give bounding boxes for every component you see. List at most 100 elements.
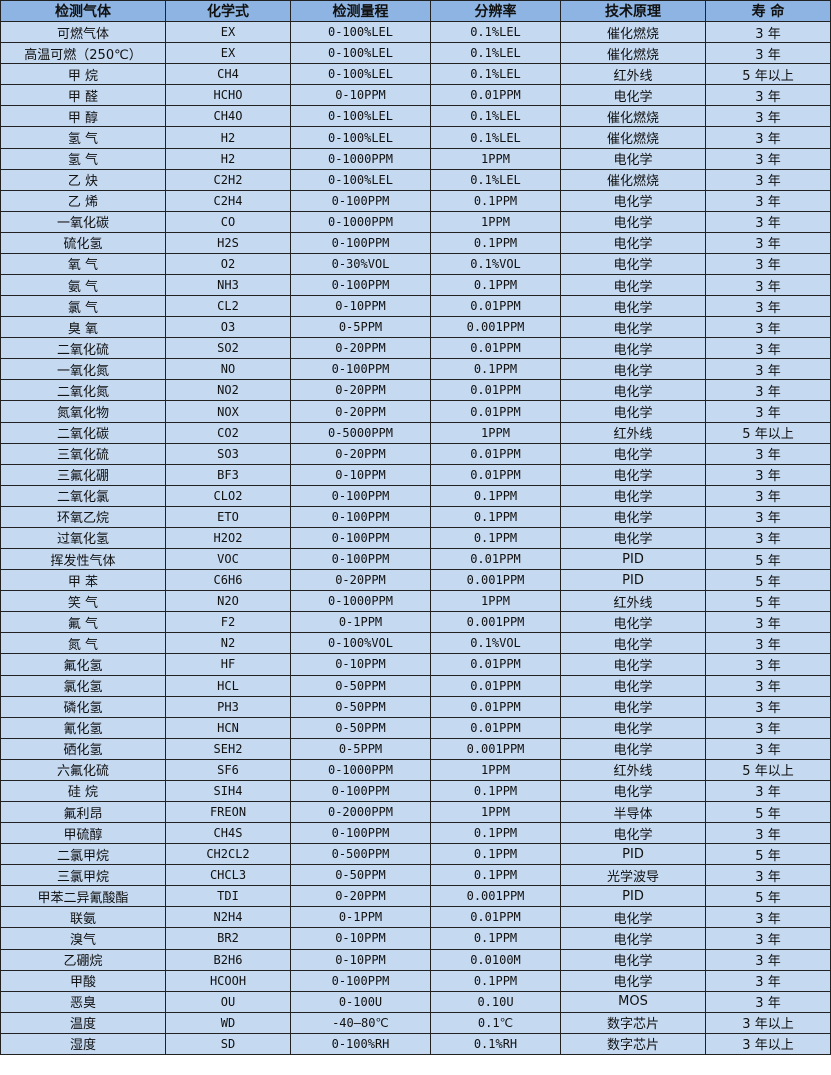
cell-lifespan: 3 年 xyxy=(705,126,831,149)
cell-range: 0-10PPM xyxy=(290,948,431,971)
cell-range: 0-100U xyxy=(290,990,431,1013)
cell-range: 0-100PPM xyxy=(290,358,431,381)
cell-resolution: 0.01PPM xyxy=(430,337,561,360)
table-row: 氢 气 H2 0-100%LEL 0.1%LEL 催化燃烧 3 年 xyxy=(0,126,831,149)
table-row: 溴气 BR2 0-10PPM 0.1PPM 电化学 3 年 xyxy=(0,927,831,950)
cell-lifespan: 3 年 xyxy=(705,779,831,802)
cell-formula: C6H6 xyxy=(165,569,291,592)
cell-lifespan: 5 年 xyxy=(705,885,831,908)
cell-formula: ETO xyxy=(165,505,291,528)
cell-principle: 电化学 xyxy=(560,674,706,697)
cell-gas: 氯化氢 xyxy=(0,674,166,697)
cell-lifespan: 3 年 xyxy=(705,695,831,718)
cell-gas: 氯 气 xyxy=(0,295,166,318)
table-row: 二氧化硫 SO2 0-20PPM 0.01PPM 电化学 3 年 xyxy=(0,337,831,360)
cell-resolution: 0.01PPM xyxy=(430,906,561,929)
cell-range: 0-100PPM xyxy=(290,484,431,507)
cell-lifespan: 5 年 xyxy=(705,548,831,571)
cell-principle: 电化学 xyxy=(560,779,706,802)
header-lifespan: 寿 命 xyxy=(705,0,831,23)
table-row: 乙 烯 C2H4 0-100PPM 0.1PPM 电化学 3 年 xyxy=(0,189,831,212)
cell-resolution: 0.001PPM xyxy=(430,569,561,592)
cell-gas: 一氧化碳 xyxy=(0,210,166,233)
cell-resolution: 0.001PPM xyxy=(430,885,561,908)
cell-principle: 电化学 xyxy=(560,737,706,760)
cell-gas: 挥发性气体 xyxy=(0,548,166,571)
cell-gas: 联氨 xyxy=(0,906,166,929)
cell-range: 0-5000PPM xyxy=(290,421,431,444)
cell-range: 0-10PPM xyxy=(290,295,431,318)
cell-gas: 硫化氢 xyxy=(0,231,166,254)
cell-principle: 数字芯片 xyxy=(560,1032,706,1055)
table-row: 氯 气 CL2 0-10PPM 0.01PPM 电化学 3 年 xyxy=(0,295,831,318)
cell-gas: 高温可燃（250℃） xyxy=(0,42,166,65)
cell-gas: 二氯甲烷 xyxy=(0,843,166,866)
cell-gas: 三氯甲烷 xyxy=(0,864,166,887)
cell-principle: PID xyxy=(560,885,706,908)
table-row: 三氯甲烷 CHCL3 0-50PPM 0.1PPM 光学波导 3 年 xyxy=(0,864,831,887)
cell-principle: 电化学 xyxy=(560,274,706,297)
cell-resolution: 0.10U xyxy=(430,990,561,1013)
cell-gas: 六氟化硫 xyxy=(0,758,166,781)
cell-principle: 催化燃烧 xyxy=(560,21,706,44)
cell-resolution: 0.1%VOL xyxy=(430,632,561,655)
cell-principle: 红外线 xyxy=(560,758,706,781)
cell-range: 0-1000PPM xyxy=(290,590,431,613)
header-resolution: 分辨率 xyxy=(430,0,561,23)
cell-principle: 电化学 xyxy=(560,189,706,212)
cell-gas: 甲 烷 xyxy=(0,63,166,86)
cell-resolution: 0.01PPM xyxy=(430,463,561,486)
cell-gas: 甲苯二异氰酸酯 xyxy=(0,885,166,908)
cell-range: 0-50PPM xyxy=(290,864,431,887)
cell-range: 0-100PPM xyxy=(290,189,431,212)
cell-principle: 电化学 xyxy=(560,927,706,950)
cell-formula: N2H4 xyxy=(165,906,291,929)
table-row: 磷化氢 PH3 0-50PPM 0.01PPM 电化学 3 年 xyxy=(0,695,831,718)
cell-resolution: 1PPM xyxy=(430,800,561,824)
header-gas: 检测气体 xyxy=(0,0,166,23)
cell-resolution: 0.1%LEL xyxy=(430,105,561,128)
cell-formula: CH4S xyxy=(165,822,291,845)
cell-lifespan: 3 年 xyxy=(705,379,831,402)
cell-resolution: 0.1℃ xyxy=(430,1011,561,1034)
cell-resolution: 0.1%LEL xyxy=(430,42,561,65)
cell-gas: 氧 气 xyxy=(0,252,166,276)
cell-principle: PID xyxy=(560,569,706,592)
cell-gas: 可燃气体 xyxy=(0,21,166,44)
cell-resolution: 0.01PPM xyxy=(430,653,561,676)
cell-lifespan: 3 年以上 xyxy=(705,1032,831,1055)
table-row: 甲 烷 CH4 0-100%LEL 0.1%LEL 红外线 5 年以上 xyxy=(0,63,831,86)
cell-formula: BR2 xyxy=(165,927,291,950)
cell-resolution: 0.001PPM xyxy=(430,737,561,760)
cell-range: 0-50PPM xyxy=(290,716,431,739)
cell-gas: 一氧化氮 xyxy=(0,358,166,381)
cell-resolution: 0.1%LEL xyxy=(430,168,561,191)
cell-principle: 电化学 xyxy=(560,948,706,971)
cell-formula: FREON xyxy=(165,800,291,824)
cell-gas: 二氧化氮 xyxy=(0,379,166,402)
cell-gas: 甲硫醇 xyxy=(0,822,166,845)
cell-range: 0-100%LEL xyxy=(290,63,431,86)
cell-lifespan: 3 年 xyxy=(705,231,831,254)
table-row: 甲 苯 C6H6 0-20PPM 0.001PPM PID 5 年 xyxy=(0,569,831,592)
table-row: 甲硫醇 CH4S 0-100PPM 0.1PPM 电化学 3 年 xyxy=(0,822,831,845)
cell-lifespan: 3 年 xyxy=(705,189,831,212)
cell-lifespan: 3 年 xyxy=(705,42,831,65)
cell-lifespan: 3 年 xyxy=(705,674,831,697)
table-row: 二氧化氯 CLO2 0-100PPM 0.1PPM 电化学 3 年 xyxy=(0,484,831,507)
cell-range: 0-20PPM xyxy=(290,885,431,908)
cell-principle: 电化学 xyxy=(560,716,706,739)
cell-principle: PID xyxy=(560,548,706,571)
cell-lifespan: 3 年 xyxy=(705,990,831,1013)
header-range: 检测量程 xyxy=(290,0,431,23)
cell-range: 0-20PPM xyxy=(290,337,431,360)
table-row: 乙硼烷 B2H6 0-10PPM 0.0100M 电化学 3 年 xyxy=(0,948,831,971)
cell-gas: 氨 气 xyxy=(0,274,166,297)
cell-range: 0-30%VOL xyxy=(290,252,431,276)
cell-principle: 电化学 xyxy=(560,400,706,423)
cell-resolution: 1PPM xyxy=(430,758,561,781)
cell-resolution: 0.1PPM xyxy=(430,358,561,381)
cell-formula: SF6 xyxy=(165,758,291,781)
table-row: 六氟化硫 SF6 0-1000PPM 1PPM 红外线 5 年以上 xyxy=(0,758,831,781)
